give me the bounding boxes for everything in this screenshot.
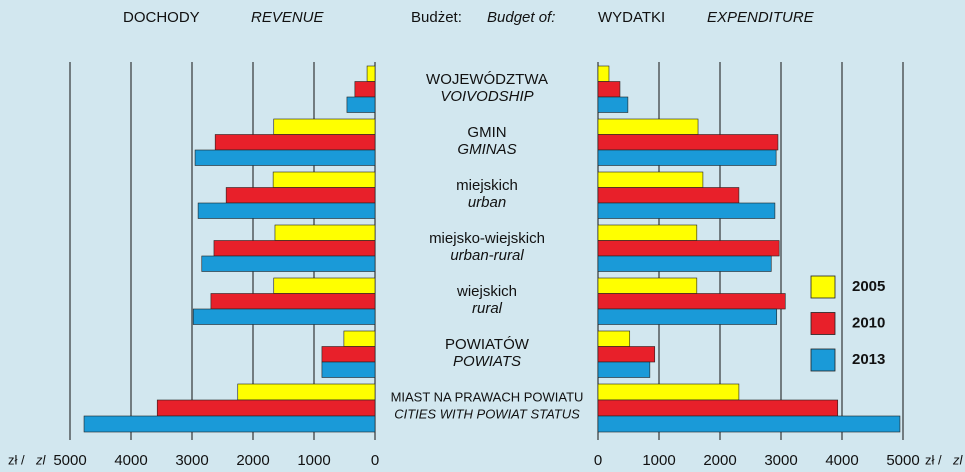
- bar: [346, 96, 376, 113]
- bar: [597, 81, 621, 98]
- bar: [237, 383, 376, 401]
- bar: [321, 346, 376, 363]
- bar: [225, 187, 376, 204]
- bar: [597, 118, 699, 135]
- bar: [213, 240, 376, 257]
- bar: [366, 65, 376, 82]
- bar: [274, 224, 376, 241]
- bar: [273, 118, 376, 135]
- x-tick-label: 0: [371, 452, 379, 469]
- x-tick-label: 2000: [703, 452, 736, 469]
- bar: [597, 187, 740, 204]
- header: REVENUE: [251, 9, 325, 26]
- bar: [597, 308, 778, 325]
- unit: zł /: [925, 452, 942, 467]
- category-label: urban: [468, 194, 506, 211]
- header: Budget of:: [487, 9, 555, 26]
- category-label: GMINAS: [457, 141, 516, 158]
- bar: [597, 240, 780, 257]
- bar: [354, 81, 376, 98]
- category-label: POWIATS: [453, 353, 521, 370]
- bar: [597, 149, 777, 166]
- category-label: WOJEWÓDZTWA: [426, 71, 548, 88]
- x-tick-label: 1000: [297, 452, 330, 469]
- category-label: MIAST NA PRAWACH POWIATU: [391, 389, 584, 404]
- bar: [597, 330, 631, 347]
- header: EXPENDITURE: [707, 9, 815, 26]
- bar: [597, 383, 740, 401]
- category-label: urban-rural: [450, 247, 524, 264]
- bar: [321, 361, 376, 378]
- bar: [597, 224, 698, 241]
- category-label: VOIVODSHIP: [440, 88, 533, 105]
- x-tick-label: 3000: [764, 452, 797, 469]
- bar: [597, 202, 776, 219]
- category-label: miejskich: [456, 177, 518, 194]
- category-label: POWIATÓW: [445, 336, 530, 353]
- bar: [597, 255, 772, 272]
- bar: [273, 277, 376, 294]
- legend-label: 2010: [852, 314, 885, 331]
- bar: [197, 202, 376, 219]
- bar: [597, 346, 656, 363]
- bar: [597, 96, 629, 113]
- bar: [201, 255, 376, 272]
- legend-label: 2013: [852, 351, 885, 368]
- bar: [597, 415, 901, 433]
- bar: [343, 330, 376, 347]
- bar: [597, 293, 786, 310]
- unit: zl: [35, 452, 47, 467]
- bar: [156, 399, 376, 417]
- header: WYDATKI: [598, 9, 665, 26]
- bar: [597, 171, 704, 188]
- category-label: CITIES WITH POWIAT STATUS: [394, 406, 580, 421]
- x-tick-label: 0: [594, 452, 602, 469]
- bar: [597, 399, 839, 417]
- category-label: rural: [472, 300, 503, 317]
- category-label: wiejskich: [456, 283, 517, 300]
- x-tick-label: 4000: [114, 452, 147, 469]
- bar: [597, 361, 651, 378]
- unit: zł /: [8, 452, 25, 467]
- bar: [597, 277, 698, 294]
- x-tick-label: 3000: [175, 452, 208, 469]
- legend-swatch: [810, 275, 836, 299]
- bar: [597, 134, 779, 151]
- bar: [272, 171, 376, 188]
- x-tick-label: 1000: [642, 452, 675, 469]
- unit: zl: [952, 452, 964, 467]
- legend-swatch: [810, 312, 836, 335]
- bar: [194, 149, 376, 166]
- x-tick-label: 5000: [53, 452, 86, 469]
- header: DOCHODY: [123, 9, 200, 26]
- category-label: miejsko-wiejskich: [429, 230, 545, 247]
- bar: [214, 134, 376, 151]
- header: Budżet:: [411, 9, 462, 26]
- legend-label: 2005: [852, 278, 885, 295]
- x-tick-label: 5000: [886, 452, 919, 469]
- legend-swatch: [810, 348, 836, 372]
- bar: [83, 415, 376, 433]
- x-tick-label: 2000: [236, 452, 269, 469]
- category-label: GMIN: [467, 124, 506, 141]
- bar: [210, 293, 376, 310]
- bar: [192, 308, 376, 325]
- x-tick-label: 4000: [825, 452, 858, 469]
- bar: [597, 65, 610, 82]
